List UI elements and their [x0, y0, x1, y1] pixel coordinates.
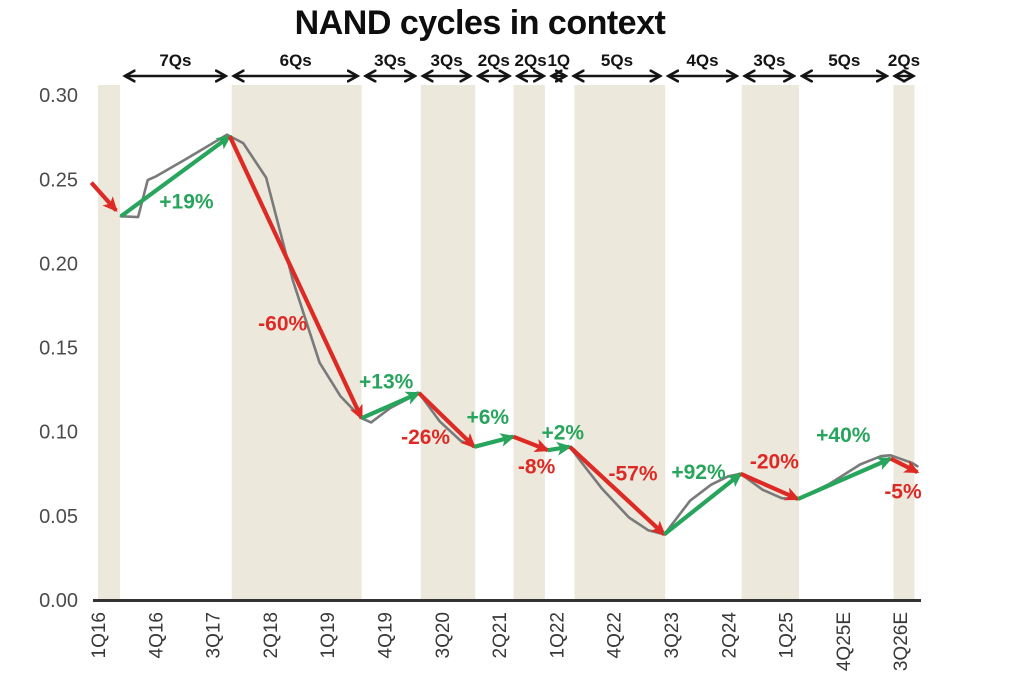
- y-axis-tick-label: 0.30: [39, 85, 78, 107]
- x-axis-tick-label: 4Q16: [146, 612, 167, 658]
- duration-label: 3Qs: [753, 51, 785, 70]
- duration-label: 5Qs: [828, 51, 860, 70]
- x-axis-tick-label: 3Q20: [433, 612, 454, 658]
- x-axis-tick-label: 3Q17: [204, 612, 225, 658]
- percent-change-label: -57%: [608, 463, 657, 486]
- downturn-band: [420, 85, 476, 600]
- trend-arrow-down: [889, 456, 920, 474]
- downturn-band: [893, 85, 915, 600]
- x-axis-tick-label: 3Q23: [662, 612, 683, 658]
- x-axis-tick-label: 3Q26E: [891, 612, 912, 671]
- downturn-band: [574, 85, 666, 600]
- trend-arrow-down: [512, 434, 550, 453]
- duration-label: 2Qs: [888, 51, 920, 70]
- x-axis-tick-label: 2Q21: [490, 612, 511, 658]
- x-axis-tick-label: 1Q16: [89, 612, 110, 658]
- y-axis-tick-label: 0.10: [39, 422, 78, 444]
- trend-arrow-down: [739, 471, 800, 501]
- trend-arrow-up: [662, 472, 743, 537]
- x-axis-tick-label: 4Q19: [376, 612, 397, 658]
- y-axis-tick-label: 0.05: [39, 506, 78, 528]
- downturn-band: [741, 85, 799, 600]
- duration-label: 1Q: [547, 51, 570, 70]
- trend-arrow-up: [797, 456, 893, 501]
- trend-arrow-up: [360, 391, 421, 421]
- duration-label: 3Qs: [431, 51, 463, 70]
- y-axis-tick-label: 0.00: [39, 590, 78, 612]
- trend-arrow-up: [473, 433, 516, 449]
- x-axis-tick-label: 1Q22: [547, 612, 568, 658]
- downturn-band: [231, 85, 362, 600]
- percent-change-label: -26%: [401, 426, 450, 449]
- x-axis-tick-label: 4Q25E: [834, 612, 855, 671]
- trend-arrow-down: [417, 391, 476, 449]
- y-axis-tick-label: 0.20: [39, 253, 78, 275]
- downturn-band: [513, 85, 545, 600]
- x-axis-tick-label: 4Q22: [605, 612, 626, 658]
- percent-change-label: -60%: [258, 312, 307, 335]
- chart-title: NAND cycles in context: [295, 4, 666, 42]
- duration-label: 4Qs: [686, 51, 718, 70]
- duration-label: 7Qs: [159, 51, 191, 70]
- duration-label: 3Qs: [374, 51, 406, 70]
- y-axis-tick-label: 0.15: [39, 338, 78, 360]
- x-axis-tick-label: 2Q18: [261, 612, 282, 658]
- percent-change-label: +6%: [466, 406, 509, 429]
- trend-arrow-up: [547, 441, 572, 456]
- duration-label: 2Qs: [478, 51, 510, 70]
- percent-change-label: +13%: [359, 371, 414, 394]
- duration-label: 2Qs: [515, 51, 547, 70]
- x-axis-tick-label: 2Q24: [719, 612, 740, 659]
- downturn-band: [98, 85, 120, 600]
- duration-label: 5Qs: [601, 51, 633, 70]
- percent-change-label: +2%: [541, 422, 584, 445]
- percent-change-label: -8%: [518, 456, 556, 479]
- percent-change-label: -5%: [884, 480, 922, 503]
- trend-arrow-down: [568, 445, 666, 536]
- percent-change-label: +92%: [671, 461, 726, 484]
- x-axis-tick-label: 1Q19: [318, 612, 339, 658]
- x-axis-tick-label: 1Q25: [777, 612, 798, 658]
- percent-change-label: -20%: [750, 450, 799, 473]
- percent-change-label: +40%: [816, 424, 871, 447]
- trend-arrow-down: [227, 135, 364, 421]
- lead-in-arrow: [89, 181, 118, 212]
- trend-arrow-up: [119, 134, 232, 218]
- percent-change-label: +19%: [159, 190, 214, 213]
- duration-label: 6Qs: [280, 51, 312, 70]
- y-axis-tick-label: 0.25: [39, 169, 78, 191]
